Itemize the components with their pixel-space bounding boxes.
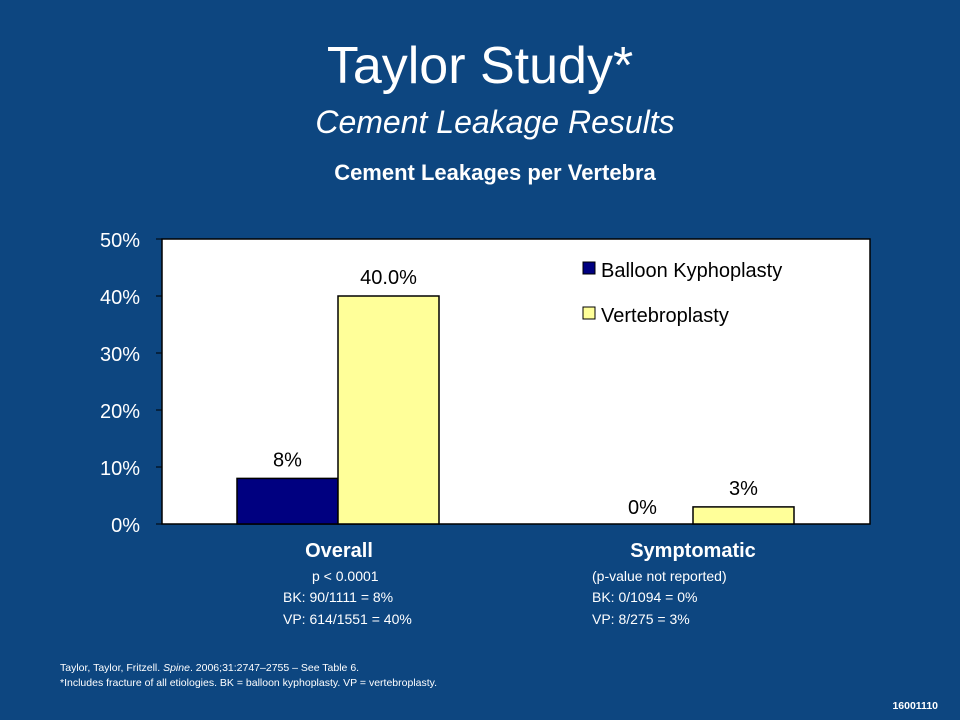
citation-details: . 2006;31:2747–2755 – See Table 6. <box>189 662 360 674</box>
legend-swatch <box>582 261 596 275</box>
plot-area <box>161 238 871 525</box>
y-tick-label: 0% <box>111 515 140 537</box>
legend-label: Vertebroplasty <box>601 305 729 327</box>
bar-vertebroplasty-symptomatic <box>692 506 795 525</box>
y-axis: 0% 10% 20% 30% 40% 50% <box>100 230 162 537</box>
y-tick-label: 40% <box>100 287 140 309</box>
data-label: 8% <box>273 449 302 471</box>
bar-vertebroplasty-overall <box>337 295 440 525</box>
chart-title: Cement Leakages per Vertebra <box>334 160 656 185</box>
legend: Balloon Kyphoplasty Vertebroplasty <box>582 260 782 327</box>
data-label: 3% <box>729 478 758 500</box>
slide-number: 16001110 <box>892 700 938 712</box>
legend-label: Balloon Kyphoplasty <box>601 260 782 282</box>
y-tick-label: 50% <box>100 230 140 252</box>
citation-footnote: Taylor, Taylor, Fritzell. Spine. 2006;31… <box>60 662 359 674</box>
symptomatic-bk-stat: BK: 0/1094 = 0% <box>592 589 698 605</box>
data-label: 0% <box>628 497 657 519</box>
slide-subtitle: Cement Leakage Results <box>315 104 675 140</box>
abbreviations-footnote: *Includes fracture of all etiologies. BK… <box>60 677 438 689</box>
legend-swatch <box>582 306 596 320</box>
citation-journal: Spine <box>163 662 190 674</box>
citation-authors: Taylor, Taylor, Fritzell. <box>60 662 164 674</box>
data-label: 40.0% <box>360 267 417 289</box>
category-label-symptomatic: Symptomatic <box>630 540 756 562</box>
symptomatic-vp-stat: VP: 8/275 = 3% <box>592 611 690 627</box>
y-tick-label: 20% <box>100 401 140 423</box>
symptomatic-pvalue: (p-value not reported) <box>592 568 727 584</box>
bar-balloon-kyphoplasty-overall <box>236 477 339 525</box>
y-tick-label: 10% <box>100 458 140 480</box>
overall-bk-stat: BK: 90/1111 = 8% <box>283 589 394 605</box>
slide-title: Taylor Study* <box>326 37 634 95</box>
overall-pvalue: p < 0.0001 <box>312 568 379 584</box>
overall-vp-stat: VP: 614/1551 = 40% <box>283 611 412 627</box>
data-label-layer: 8% 0% 40.0% 3% <box>273 267 758 519</box>
bar-series-layer <box>236 295 795 525</box>
category-label-overall: Overall <box>305 540 373 562</box>
y-tick-label: 30% <box>100 344 140 366</box>
